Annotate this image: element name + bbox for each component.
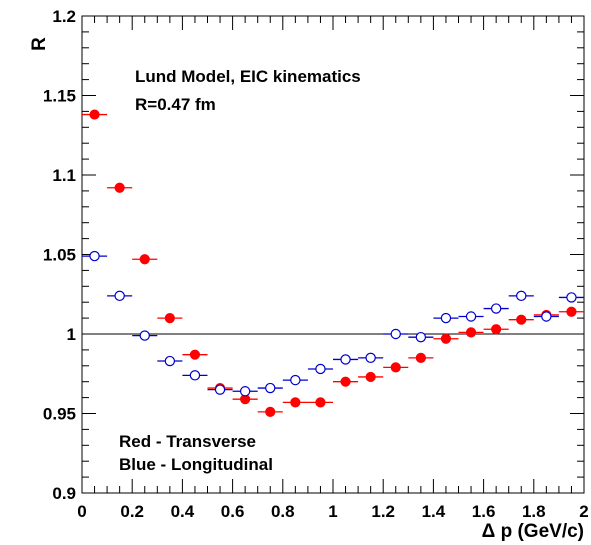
y-tick-label: 1.1	[52, 166, 76, 185]
x-tick-label: 0.2	[120, 502, 144, 521]
x-tick-label: 1	[328, 502, 337, 521]
data-point	[390, 362, 401, 373]
data-point	[214, 384, 226, 395]
data-point	[566, 292, 577, 303]
x-tick-label: 0.6	[221, 502, 245, 521]
data-series	[82, 109, 584, 418]
data-point	[164, 313, 175, 324]
y-axis-label: R	[29, 37, 50, 51]
data-point	[189, 370, 201, 381]
data-point	[315, 363, 326, 375]
x-tick-label: 1.4	[422, 502, 446, 521]
data-point	[290, 397, 301, 408]
data-point	[516, 314, 527, 325]
data-point	[566, 306, 577, 317]
annotation-model: Lund Model, EIC kinematics	[135, 67, 361, 86]
data-point	[340, 354, 351, 365]
x-tick-label: 1.2	[371, 502, 395, 521]
x-tick-label: 0	[77, 502, 86, 521]
data-point	[541, 311, 552, 322]
x-tick-label: 1.8	[522, 502, 546, 521]
data-point	[139, 254, 150, 265]
x-tick-label: 0.4	[171, 502, 195, 521]
x-axis-label: Δ p (GeV/c)	[482, 521, 584, 542]
data-point	[189, 349, 201, 360]
data-point	[490, 303, 502, 314]
annotation-radius: R=0.47 fm	[135, 95, 216, 114]
data-point	[265, 406, 276, 418]
data-point	[239, 386, 251, 397]
axis-ticks: 0 0.2 0.4 0.6 0.8 1 1.2 1.4 1.6 1.8 2 0.9 0.95 1 1.05 1…	[43, 7, 589, 521]
series-blue	[82, 250, 584, 397]
data-point	[265, 382, 276, 394]
data-point	[415, 352, 426, 363]
y-tick-label: 1	[67, 325, 76, 344]
data-point	[465, 327, 477, 338]
data-point	[465, 311, 477, 322]
x-tick-label: 2	[579, 502, 588, 521]
data-point	[365, 371, 376, 383]
data-point	[114, 182, 125, 193]
data-point	[89, 109, 100, 120]
data-point	[440, 312, 452, 324]
data-point	[114, 290, 125, 302]
data-point	[315, 397, 326, 408]
data-point	[415, 331, 427, 343]
series-red	[82, 109, 584, 418]
data-point	[340, 376, 351, 387]
y-tick-label: 0.9	[52, 484, 76, 503]
data-point	[491, 324, 502, 335]
data-point	[516, 290, 527, 302]
y-tick-label: 0.95	[43, 405, 76, 424]
data-point	[139, 330, 150, 341]
data-point	[89, 250, 100, 262]
data-point	[290, 374, 301, 386]
data-point	[164, 355, 176, 367]
y-tick-label: 1.05	[43, 246, 76, 265]
y-tick-label: 1.15	[43, 87, 76, 106]
x-tick-label: 0.8	[271, 502, 295, 521]
plot-frame	[81, 15, 585, 494]
x-tick-label: 1.6	[472, 502, 496, 521]
data-point	[365, 352, 376, 364]
legend-red: Red - Transverse	[119, 432, 256, 451]
legend-blue: Blue - Longitudinal	[119, 455, 273, 474]
data-point	[390, 328, 401, 340]
data-point	[440, 333, 452, 344]
y-tick-label: 1.2	[52, 7, 76, 26]
